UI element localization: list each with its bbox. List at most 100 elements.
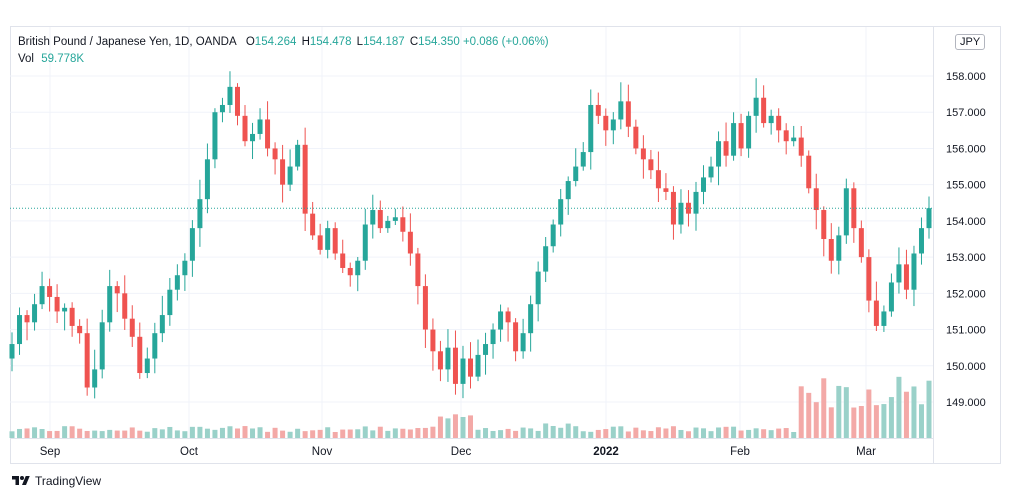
candle-body [437, 351, 443, 370]
volume-bar [415, 428, 421, 438]
volume-bar [17, 428, 23, 438]
candle-body [588, 104, 594, 153]
volume-bar [625, 431, 631, 438]
candle-body [753, 97, 759, 116]
candle-body [92, 369, 98, 388]
volume-bar [332, 431, 338, 438]
candle-body [783, 130, 789, 142]
chart-pane[interactable] [10, 26, 1001, 464]
candle-body [272, 148, 278, 160]
volume-bar [452, 414, 458, 438]
candle-body [565, 181, 571, 200]
candle-body [813, 188, 819, 211]
volume-bar [47, 431, 53, 438]
candle-body [701, 177, 707, 192]
volume-bar [377, 426, 383, 438]
candle-body [903, 264, 909, 290]
candle-body [377, 210, 383, 229]
volume-bar [227, 426, 233, 438]
candle-body [317, 235, 323, 250]
volume-bar [197, 426, 203, 438]
volume-bar [926, 380, 932, 438]
candle-body [69, 307, 75, 326]
volume-bar [475, 429, 481, 438]
volume-bar [212, 429, 218, 438]
volume-bar [505, 428, 511, 438]
candle-body [896, 264, 902, 283]
volume-bar [783, 428, 789, 438]
volume-bar [310, 430, 316, 438]
volume-key[interactable]: Vol [18, 53, 34, 65]
volume-bar [858, 406, 864, 438]
candle-body [385, 220, 391, 229]
volume-bar [129, 427, 135, 438]
tradingview-branding[interactable]: TradingView [12, 474, 101, 488]
y-tick-label: 151.000 [946, 325, 986, 337]
y-tick-label: 154.000 [946, 216, 986, 228]
volume-bar [543, 423, 549, 438]
volume-bar [678, 429, 684, 438]
candle-body [828, 239, 834, 261]
candle-body [708, 166, 714, 178]
y-tick-label: 153.000 [946, 252, 986, 264]
volume-bar [828, 407, 834, 438]
candle-body [347, 267, 353, 276]
candle-body [866, 257, 872, 301]
candle-body [84, 333, 90, 388]
y-tick-label: 152.000 [946, 288, 986, 300]
volume-bar [92, 430, 98, 438]
candle-body [340, 253, 346, 268]
volume-bar [325, 427, 331, 438]
candle-body [9, 344, 15, 359]
volume-bar [573, 426, 579, 438]
volume-bar [648, 431, 654, 438]
volume-bar [122, 430, 128, 438]
volume-bar [821, 378, 827, 438]
candle-body [806, 155, 812, 189]
currency-badge[interactable]: JPY [955, 34, 986, 50]
volume-bar [813, 402, 819, 438]
y-tick-label: 156.000 [946, 143, 986, 155]
volume-bar [776, 428, 782, 438]
chart-legend: British Pound / Japanese Yen, 1D, OANDA … [18, 34, 549, 68]
volume-bar [663, 428, 669, 438]
volume-bar [670, 426, 676, 438]
volume-bar [340, 429, 346, 438]
volume-bar [280, 430, 286, 438]
candle-body [280, 159, 286, 185]
candle-body [415, 253, 421, 287]
candle-body [678, 202, 684, 225]
candle-body [776, 115, 782, 131]
volume-bar [655, 427, 661, 438]
candle-body [475, 354, 481, 377]
volume-bar [430, 426, 436, 438]
volume-bar [69, 426, 75, 438]
candle-body [798, 137, 804, 156]
volume-bar [881, 404, 887, 438]
volume-bar [265, 431, 271, 438]
candle-body [362, 224, 368, 261]
high-value: 154.478 [309, 36, 352, 48]
candle-body [460, 358, 466, 384]
candle-body [452, 347, 458, 384]
high-key: H [301, 36, 310, 48]
candle-body [490, 329, 496, 345]
volume-bar [731, 426, 737, 438]
volume-bar [558, 427, 564, 438]
candle-body [888, 282, 894, 312]
candle-body [543, 246, 549, 272]
volume-bar [610, 426, 616, 438]
x-tick-label: 2022 [593, 446, 619, 458]
candle-body [746, 115, 752, 149]
volume-bar [565, 423, 571, 438]
volume-bar [302, 431, 308, 438]
candle-body [392, 217, 398, 221]
volume-bar [77, 428, 83, 438]
candle-body [648, 159, 654, 171]
candle-body [873, 300, 879, 326]
candle-body [137, 336, 143, 374]
symbol-title[interactable]: British Pound / Japanese Yen, 1D, OANDA [18, 36, 237, 48]
volume-bar [603, 429, 609, 438]
volume-bar [24, 428, 30, 438]
